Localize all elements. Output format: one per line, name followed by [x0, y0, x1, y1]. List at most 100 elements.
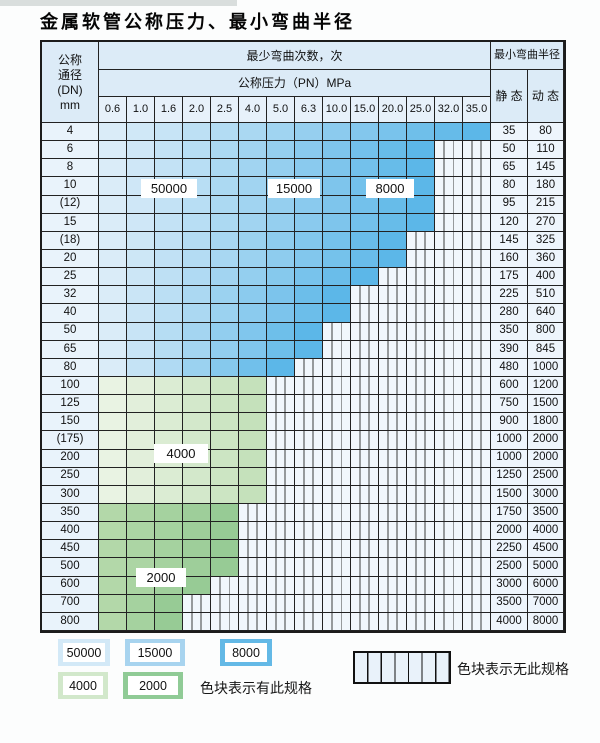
pressure-col-10.0: 10.0	[323, 97, 351, 123]
no-spec-cell	[267, 558, 295, 577]
spec-cell	[183, 413, 211, 432]
no-spec-cell	[351, 304, 379, 323]
spec-cell	[155, 594, 183, 613]
spec-cell	[127, 286, 155, 305]
cycle-zone-label-15000: 15000	[268, 179, 320, 198]
no-spec-cell	[239, 612, 267, 631]
no-spec-cell	[435, 231, 463, 250]
spec-cell	[239, 431, 267, 450]
static-radius-value: 2000	[491, 522, 528, 541]
spec-cell	[323, 249, 351, 269]
scan-edge-artifact	[0, 0, 237, 6]
no-spec-cell	[323, 449, 351, 468]
no-spec-cell	[463, 322, 491, 341]
dynamic-radius-value: 800	[528, 322, 564, 341]
no-spec-cell	[407, 503, 435, 523]
no-spec-cell	[351, 322, 379, 341]
cycle-zone-label-4000: 4000	[154, 444, 208, 463]
no-spec-cell	[295, 395, 323, 414]
no-spec-cell	[407, 395, 435, 414]
no-spec-cell	[435, 522, 463, 541]
dynamic-radius-value: 8000	[528, 612, 564, 631]
no-spec-cell	[295, 485, 323, 504]
spec-cell	[239, 213, 267, 232]
no-spec-cell	[463, 431, 491, 450]
static-radius-value: 35	[491, 123, 528, 142]
spec-cell	[239, 304, 267, 323]
spec-cell	[211, 340, 239, 359]
no-spec-cell	[407, 322, 435, 341]
no-spec-cell	[463, 268, 491, 287]
dn-label-125: 125	[42, 395, 99, 414]
no-spec-cell	[379, 322, 407, 341]
no-spec-cell	[379, 594, 407, 613]
no-spec-cell	[407, 431, 435, 450]
no-spec-cell	[351, 413, 379, 432]
spec-cell	[267, 123, 295, 142]
spec-cell	[127, 231, 155, 250]
spec-cell	[407, 159, 435, 178]
spec-cell	[127, 467, 155, 486]
no-spec-cell	[435, 449, 463, 468]
spec-cell	[99, 340, 127, 359]
no-spec-cell	[435, 340, 463, 359]
spec-cell	[127, 159, 155, 178]
spec-cell	[267, 322, 295, 341]
no-spec-cell	[239, 503, 267, 523]
no-spec-cell	[463, 376, 491, 396]
no-spec-cell	[351, 449, 379, 468]
spec-cell	[211, 503, 239, 523]
no-spec-cell	[267, 594, 295, 613]
no-spec-cell	[295, 558, 323, 577]
pressure-col-1.0: 1.0	[127, 97, 155, 123]
static-radius-value: 350	[491, 322, 528, 341]
spec-cell	[351, 249, 379, 269]
no-spec-cell	[435, 358, 463, 377]
no-spec-cell	[435, 413, 463, 432]
no-spec-cell	[351, 558, 379, 577]
no-spec-cell	[295, 467, 323, 486]
spec-cell	[239, 358, 267, 377]
spec-cell	[155, 503, 183, 523]
spec-cell	[99, 576, 127, 595]
no-spec-cell	[463, 340, 491, 359]
no-spec-cell	[351, 485, 379, 504]
spec-cell	[379, 141, 407, 160]
no-spec-cell	[463, 141, 491, 160]
spec-cell	[99, 612, 127, 631]
legend-swatch-label: 50000	[63, 643, 105, 662]
legend-swatch-15000: 15000	[125, 639, 185, 666]
no-spec-cell	[239, 540, 267, 559]
spec-cell	[155, 159, 183, 178]
dn-label-8: 8	[42, 159, 99, 178]
static-radius-value: 2250	[491, 540, 528, 559]
spec-cell	[183, 485, 211, 504]
dynamic-radius-value: 845	[528, 340, 564, 359]
no-spec-cell	[239, 576, 267, 595]
spec-cell	[295, 304, 323, 323]
no-spec-cell	[379, 576, 407, 595]
spec-cell	[211, 522, 239, 541]
legend-swatch-label: 2000	[128, 676, 178, 695]
no-spec-cell	[351, 576, 379, 595]
dynamic-radius-value: 6000	[528, 576, 564, 595]
spec-cell	[183, 123, 211, 142]
corner-header-dn: 公称 通径 (DN) mm	[42, 42, 99, 123]
pressure-col-35.0: 35.0	[463, 97, 491, 123]
spec-cell	[155, 322, 183, 341]
no-spec-cell	[351, 594, 379, 613]
no-spec-cell	[407, 449, 435, 468]
page-title: 金属软管公称压力、最小弯曲半径	[40, 12, 355, 33]
spec-cell	[211, 123, 239, 142]
spec-cell	[99, 467, 127, 486]
no-spec-cell	[435, 141, 463, 160]
dn-label-400: 400	[42, 522, 99, 541]
static-radius-value: 2500	[491, 558, 528, 577]
spec-cell	[295, 322, 323, 341]
cycle-zone-label-8000: 8000	[366, 179, 414, 198]
no-spec-cell	[323, 576, 351, 595]
no-spec-cell	[463, 503, 491, 523]
no-spec-cell	[463, 286, 491, 305]
spec-cell	[155, 268, 183, 287]
corner-header-line: mm	[60, 97, 80, 112]
